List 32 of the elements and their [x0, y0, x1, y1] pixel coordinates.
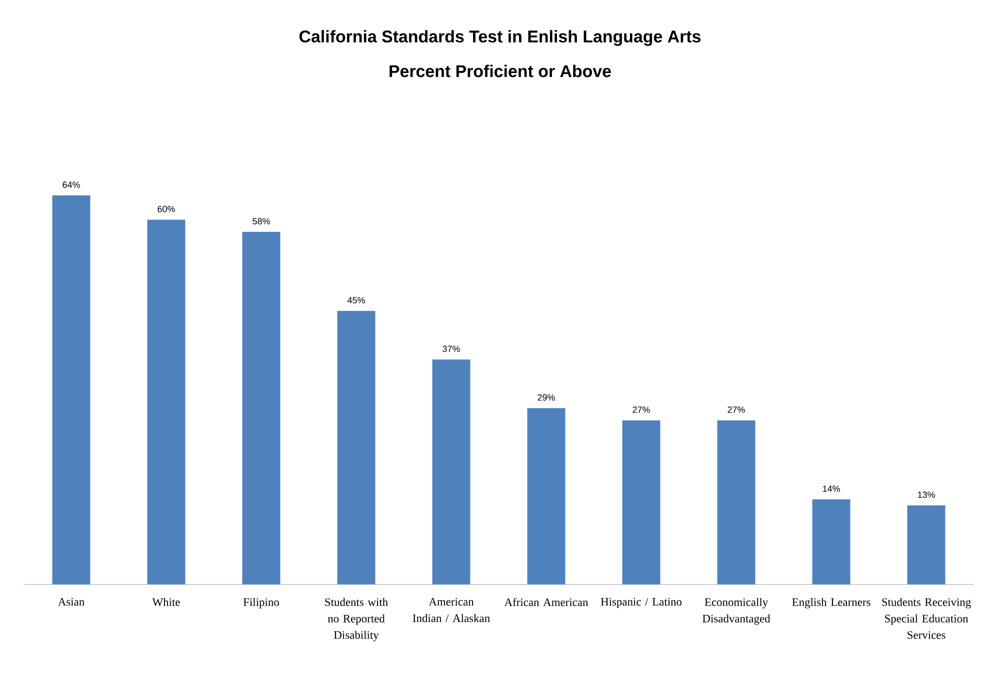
x-tick-label: White — [152, 598, 180, 606]
x-tick-label: Asian — [58, 598, 84, 606]
bar — [337, 310, 376, 584]
bar — [242, 232, 280, 584]
data-label: 14% — [822, 486, 840, 492]
x-tick-label: Hispanic / Latino — [600, 598, 682, 608]
chart-subtitle: Percent Proficient or Above — [390, 64, 611, 78]
data-label: 29% — [538, 394, 555, 401]
x-tick-label: Students with no Reported Disability — [325, 598, 388, 642]
bar — [432, 360, 470, 584]
bar — [147, 220, 186, 584]
x-tick-label: African American — [504, 598, 588, 606]
chart-title: California Standards Test in Enlish Language Arts — [299, 30, 701, 46]
x-tick-label: Economically Disadvantaged — [702, 598, 770, 625]
bar — [52, 195, 90, 584]
data-label: 27% — [632, 406, 650, 413]
data-label: 13% — [918, 492, 935, 498]
data-label: 45% — [347, 297, 365, 304]
bar — [717, 420, 756, 584]
data-label: 60% — [158, 206, 175, 212]
x-tick-label: Students Receiving Special Education Services — [882, 598, 971, 639]
x-tick-label: English Learners — [792, 598, 870, 608]
bar — [622, 420, 660, 584]
data-label: 37% — [442, 346, 460, 352]
data-label: 27% — [728, 406, 745, 413]
x-tick-label: American Indian / Alaskan — [412, 598, 490, 622]
data-label: 64% — [62, 182, 80, 188]
data-label: 58% — [252, 218, 270, 224]
bar — [527, 408, 566, 584]
bar — [812, 499, 850, 584]
x-tick-label: Filipino — [243, 598, 279, 608]
bar — [907, 505, 946, 584]
